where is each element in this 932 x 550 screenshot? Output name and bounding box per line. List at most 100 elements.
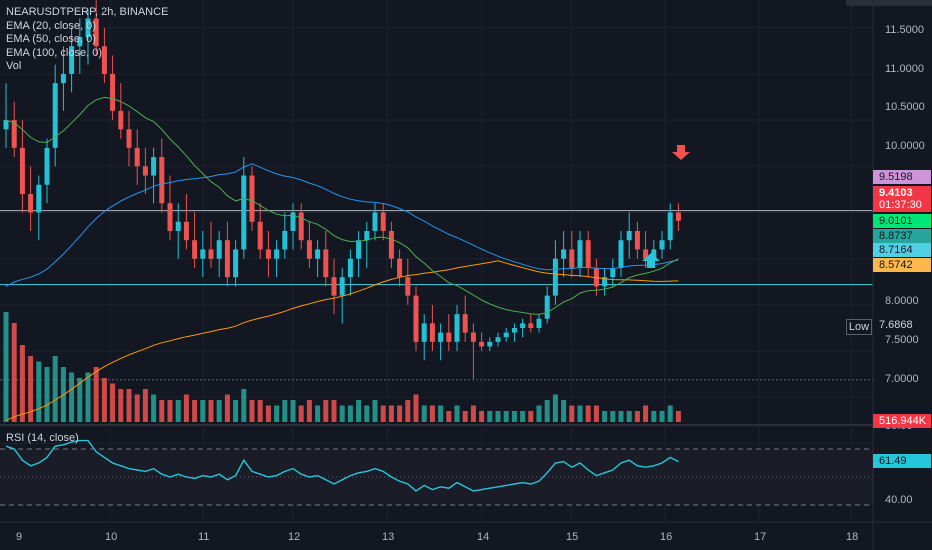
volume-bar bbox=[85, 372, 91, 422]
volume-bar bbox=[151, 394, 157, 422]
candle-body bbox=[44, 147, 50, 185]
volume-bar bbox=[643, 405, 649, 422]
candle-body bbox=[610, 267, 616, 278]
candle-body bbox=[577, 240, 583, 268]
volume-bar bbox=[544, 400, 550, 422]
rsi-pane bbox=[0, 439, 873, 506]
ema100-line bbox=[5, 260, 679, 421]
candle-body bbox=[11, 120, 17, 148]
candle-body bbox=[77, 36, 83, 47]
volume-bar bbox=[233, 400, 239, 422]
candle-body bbox=[134, 147, 140, 167]
candle-body bbox=[429, 323, 435, 342]
candle-body bbox=[454, 314, 460, 342]
candle-body bbox=[200, 249, 206, 259]
candle-body bbox=[602, 277, 608, 287]
candle-body bbox=[528, 323, 534, 328]
volume-bar bbox=[282, 400, 288, 422]
volume-bar bbox=[454, 405, 460, 422]
candle-body bbox=[151, 157, 157, 176]
low-value-tag: 7.6868 bbox=[873, 318, 931, 332]
legend-volume[interactable]: Vol bbox=[6, 60, 22, 72]
volume-bar bbox=[208, 400, 214, 422]
volume-bar bbox=[528, 411, 534, 422]
price-axis-label: 11.0000 bbox=[885, 63, 924, 75]
candle-body bbox=[372, 212, 378, 231]
candle-body bbox=[257, 221, 263, 250]
legend-ema100[interactable]: EMA (100, close, 0) bbox=[6, 46, 102, 59]
volume-bar bbox=[388, 405, 394, 422]
rsi-legend[interactable]: RSI (14, close) bbox=[6, 432, 79, 444]
candle-body bbox=[552, 258, 558, 296]
last-price-value: 9.4103 bbox=[879, 187, 913, 199]
volume-bar bbox=[315, 405, 321, 422]
ema20-tag: 9.0101 bbox=[873, 214, 931, 228]
legend-symbol[interactable]: NEARUSDTPERP, 2h, BINANCE bbox=[6, 6, 169, 18]
rsi-value-tag: 61.49 bbox=[873, 454, 931, 468]
candle-body bbox=[405, 277, 411, 296]
candlesticks bbox=[3, 0, 681, 379]
top-price-tag bbox=[846, 0, 932, 6]
volume-bar bbox=[429, 405, 435, 422]
time-axis-label: 16 bbox=[660, 531, 673, 543]
volume-bar bbox=[274, 405, 280, 422]
volume-bar bbox=[446, 411, 452, 422]
candle-body bbox=[323, 249, 329, 278]
candle-body bbox=[356, 240, 362, 259]
volume-bar bbox=[626, 411, 632, 422]
time-axis-label: 18 bbox=[846, 531, 859, 543]
volume-bar bbox=[421, 405, 427, 422]
candle-body bbox=[626, 230, 632, 241]
volume-bar bbox=[618, 411, 624, 422]
volume-bar bbox=[561, 400, 567, 422]
volume-bar bbox=[249, 400, 255, 422]
ema50-line bbox=[5, 163, 679, 287]
cyan-up-arrow-icon bbox=[642, 253, 660, 268]
volume-bar bbox=[520, 411, 526, 422]
candle-body bbox=[208, 249, 214, 259]
volume-bar bbox=[44, 367, 50, 422]
volume-bar bbox=[487, 411, 493, 422]
ema20-line bbox=[5, 96, 679, 315]
volume-bar bbox=[593, 405, 599, 422]
volume-bar bbox=[602, 411, 608, 422]
volume-bar bbox=[675, 411, 681, 422]
candle-body bbox=[659, 240, 665, 250]
volume-bar bbox=[3, 312, 9, 422]
volume-bar bbox=[93, 367, 99, 422]
volume-bar bbox=[397, 405, 403, 422]
volume-bar bbox=[11, 323, 17, 422]
volume-bar bbox=[167, 400, 173, 422]
candle-body bbox=[110, 73, 116, 111]
candle-body bbox=[183, 221, 189, 241]
candle-body bbox=[511, 327, 517, 333]
volume-bar bbox=[610, 411, 616, 422]
candle-body bbox=[282, 230, 288, 250]
candle-body bbox=[52, 83, 58, 148]
price-axis-label: 10.0000 bbox=[885, 140, 925, 152]
time-axis-label: 11 bbox=[198, 531, 210, 543]
time-axis-label: 14 bbox=[477, 531, 490, 543]
candle-body bbox=[85, 18, 91, 37]
candle-body bbox=[298, 212, 304, 241]
volume-bar bbox=[503, 411, 509, 422]
volume-bar bbox=[159, 400, 165, 422]
candle-countdown: 01:37:30 bbox=[879, 199, 922, 211]
volume-bar bbox=[577, 405, 583, 422]
chart-legend: NEARUSDTPERP, 2h, BINANCE EMA (20, close… bbox=[6, 6, 168, 74]
candle-body bbox=[536, 318, 542, 328]
candle-body bbox=[331, 277, 337, 296]
candle-body bbox=[69, 46, 75, 74]
volume-bar bbox=[192, 400, 198, 422]
candle-body bbox=[569, 249, 575, 268]
legend-ema20[interactable]: EMA (20, close, 0) bbox=[6, 19, 96, 32]
legend-ema50[interactable]: EMA (50, close, 0) bbox=[6, 33, 96, 45]
volume-bar bbox=[479, 411, 485, 422]
volume-bar bbox=[462, 411, 468, 422]
candle-body bbox=[495, 337, 501, 342]
candle-body bbox=[347, 258, 353, 278]
candle-body bbox=[101, 46, 107, 74]
volume-bar bbox=[552, 394, 558, 422]
volume-bar bbox=[356, 400, 362, 422]
